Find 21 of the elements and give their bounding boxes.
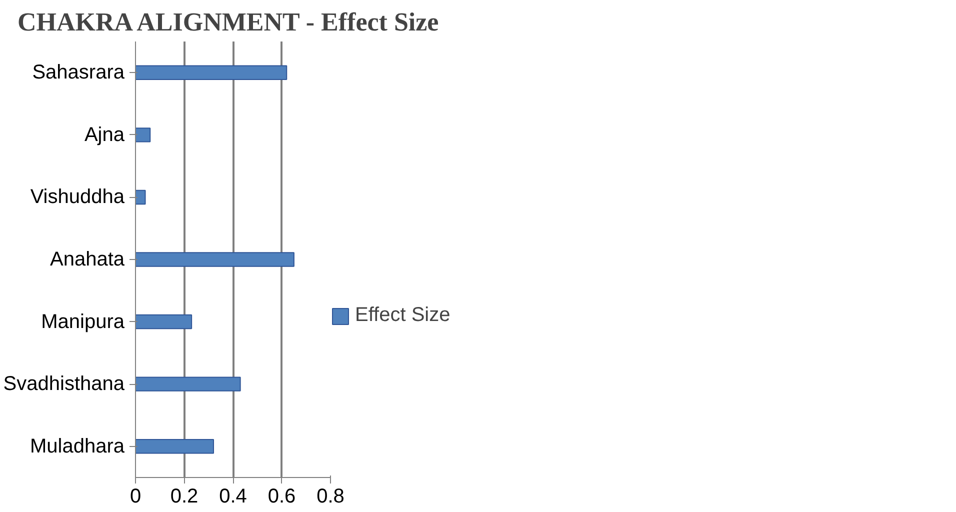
- y-tick-label: Manipura: [41, 310, 126, 333]
- x-tick-label: 0.6: [268, 486, 296, 508]
- bar: [136, 252, 294, 267]
- y-tick-label: Anahata: [50, 248, 126, 270]
- x-tick-label: 0.2: [170, 486, 198, 508]
- bar: [136, 376, 241, 392]
- chart-title: CHAKRA ALIGNMENT - Effect Size: [17, 8, 439, 36]
- y-tick-label: Vishuddha: [30, 186, 126, 208]
- y-tick-label: Svadhisthana: [3, 373, 126, 396]
- bar: [136, 314, 192, 330]
- legend-label: Effect Size: [355, 304, 450, 327]
- x-tick-label: 0.4: [219, 486, 247, 508]
- x-tick-label: 0: [130, 486, 142, 508]
- bar: [136, 439, 214, 454]
- bar: [136, 128, 151, 142]
- bar: [136, 65, 288, 80]
- y-tick-label: Sahasrara: [32, 62, 126, 84]
- bar: [136, 190, 146, 205]
- y-tick-label: Ajna: [84, 124, 126, 146]
- x-tick-label: 0.8: [316, 486, 344, 508]
- y-tick-label: Muladhara: [30, 435, 126, 458]
